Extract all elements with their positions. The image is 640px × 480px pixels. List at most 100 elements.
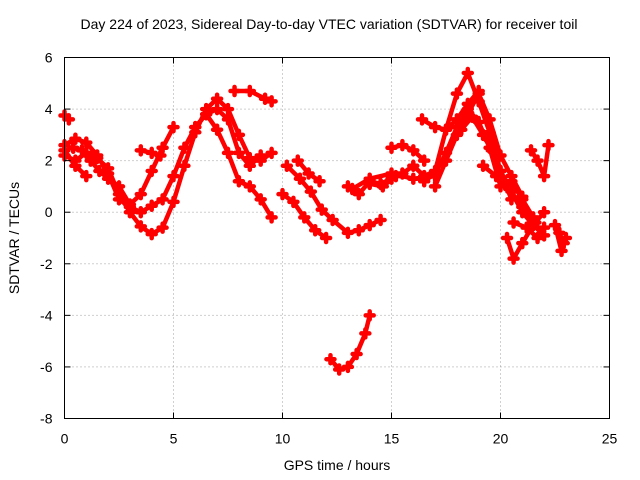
data-point <box>243 180 257 193</box>
series-arc-26 <box>507 216 551 245</box>
data-point <box>407 144 420 157</box>
data-point <box>167 120 180 134</box>
data-point <box>75 144 89 157</box>
series-arc-7 <box>189 107 278 224</box>
data-point <box>319 231 333 245</box>
data-point <box>363 218 376 232</box>
series-line <box>511 220 547 241</box>
data-point <box>315 203 328 216</box>
series-arc-4 <box>66 120 180 211</box>
data-point <box>385 141 398 154</box>
data-point <box>254 193 267 206</box>
data-point <box>84 154 97 167</box>
x-tick-labels: 0 5 10 15 20 25 <box>61 431 618 447</box>
chart-title: Day 224 of 2023, Sidereal Day-to-day VTE… <box>81 16 578 32</box>
data-point <box>526 211 540 224</box>
data-point <box>352 187 366 201</box>
data-point <box>450 87 464 100</box>
data-point <box>363 177 376 191</box>
x-tick-label: 25 <box>602 431 618 447</box>
data-point <box>417 154 431 167</box>
series-line <box>328 313 372 372</box>
data-point <box>500 231 514 245</box>
data-point <box>232 175 246 188</box>
data-point <box>557 236 570 250</box>
data-point <box>461 66 475 80</box>
y-tick-labels: -8 -6 -4 -2 0 2 4 6 <box>40 50 53 427</box>
data-point <box>167 169 180 183</box>
data-point <box>93 164 106 178</box>
series-arc-16 <box>385 138 431 167</box>
y-tick-label: -8 <box>40 411 53 427</box>
data-point <box>178 141 191 154</box>
data-point <box>134 187 148 201</box>
data-point <box>134 220 148 233</box>
y-tick-label: 4 <box>45 101 53 117</box>
data-point <box>548 218 562 232</box>
data-point <box>254 149 267 162</box>
plot-frame <box>64 57 610 419</box>
data-point <box>156 193 169 206</box>
data-point <box>494 180 507 193</box>
y-tick-label: 6 <box>45 50 53 66</box>
series-arc-24 <box>500 205 551 265</box>
data-point <box>332 363 346 376</box>
data-point <box>265 95 278 108</box>
data-point <box>62 113 76 126</box>
series-arc-3 <box>58 102 267 219</box>
data-point <box>407 172 420 185</box>
data-point <box>80 169 93 183</box>
data-point <box>376 180 390 193</box>
data-point <box>439 154 453 167</box>
data-point <box>199 107 213 121</box>
series-arc-6 <box>134 144 167 162</box>
data-point <box>428 120 442 134</box>
series-arc-12 <box>324 309 376 376</box>
y-tick-label: 2 <box>45 153 53 169</box>
data-point <box>280 159 294 173</box>
data-point <box>417 175 431 188</box>
data-point <box>465 110 479 124</box>
data-point <box>291 154 305 167</box>
data-point <box>145 164 158 178</box>
data-point <box>123 198 137 211</box>
data-point <box>145 146 158 160</box>
series-arc-11 <box>291 154 326 188</box>
x-tick-label: 20 <box>493 431 509 447</box>
data-point <box>341 226 355 240</box>
x-tick-label: 5 <box>170 431 178 447</box>
data-point <box>293 172 307 185</box>
data-point <box>359 327 372 340</box>
data-point <box>542 138 555 152</box>
axis-ticks <box>64 57 610 419</box>
data-point <box>407 159 420 173</box>
y-tick-label: -2 <box>40 256 53 272</box>
data-point <box>537 221 551 234</box>
data-point <box>232 146 246 160</box>
data-point <box>374 213 387 227</box>
data-point <box>80 136 93 149</box>
data-point <box>450 113 464 126</box>
data-point <box>461 97 475 111</box>
series-line <box>528 142 551 179</box>
data-point <box>228 84 241 98</box>
data-point <box>520 221 533 234</box>
series-arc-9 <box>276 187 333 245</box>
data-point <box>505 175 518 188</box>
data-point <box>502 182 516 196</box>
data-point <box>428 180 442 193</box>
x-axis-label: GPS time / hours <box>284 457 391 473</box>
data-point <box>396 138 409 152</box>
series-arc-10 <box>280 159 387 240</box>
data-point <box>415 113 429 126</box>
data-point <box>313 175 326 188</box>
data-point <box>389 169 403 183</box>
data-point <box>531 154 544 167</box>
data-point <box>178 159 191 173</box>
data-point <box>112 180 126 193</box>
data-point <box>221 146 235 160</box>
data-point <box>350 347 363 361</box>
data-point <box>531 231 544 245</box>
x-tick-label: 0 <box>61 431 69 447</box>
